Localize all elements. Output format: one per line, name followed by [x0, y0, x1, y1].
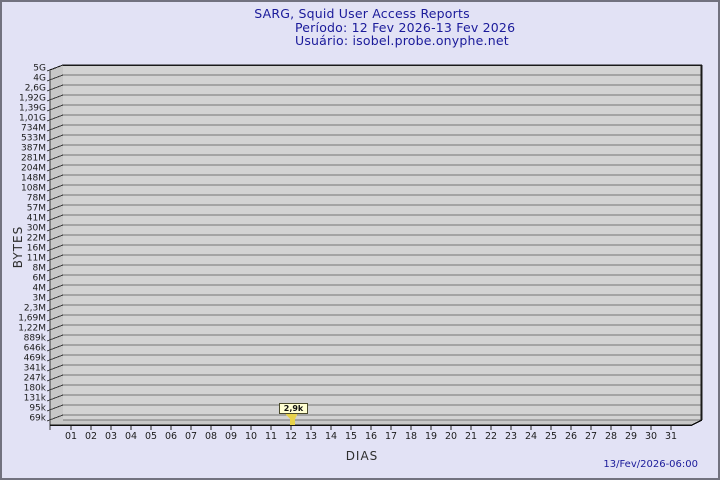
x-axis-tick-label: 09 — [225, 431, 237, 442]
x-axis-tick-label: 11 — [265, 431, 277, 442]
y-axis-tick-label: 8M — [33, 264, 47, 274]
y-axis-tick-label: 889k — [24, 334, 47, 344]
data-point-annotation: 2,9k — [279, 403, 308, 414]
x-axis-tick-label: 05 — [145, 431, 157, 442]
y-axis-tick-label: 1,92G — [19, 94, 46, 104]
x-axis-tick-label: 06 — [165, 431, 177, 442]
x-axis-tick-label: 12 — [285, 431, 297, 442]
x-axis-tick-label: 04 — [125, 431, 137, 442]
chart-subtitle-user: Usuário: isobel.probe.onyphe.net — [295, 33, 509, 48]
x-axis-tick-label: 26 — [565, 431, 577, 442]
x-axis-tick-label: 25 — [545, 431, 557, 442]
y-axis-tick-label: 2,6G — [25, 84, 46, 94]
y-axis-tick-label: 41M — [27, 214, 46, 224]
y-axis-tick-label: 281M — [21, 154, 46, 164]
x-axis-tick-label: 02 — [85, 431, 97, 442]
y-axis-tick-label: 204M — [21, 164, 46, 174]
x-axis-tick-label: 24 — [525, 431, 537, 442]
y-axis-tick-label: 95k — [29, 404, 46, 414]
generation-timestamp: 13/Fev/2026-06:00 — [603, 459, 698, 470]
plot-left-wall — [50, 65, 63, 425]
y-axis-label: BYTES — [11, 225, 25, 269]
plot-floor — [50, 420, 702, 425]
y-axis-tick-label: 1,69M — [18, 314, 46, 324]
y-axis-tick-label: 1,39G — [19, 104, 46, 114]
x-axis-tick-label: 19 — [425, 431, 437, 442]
chart-title: SARG, Squid User Access Reports — [254, 6, 470, 21]
y-axis-tick-label: 387M — [21, 144, 46, 154]
y-axis-tick-label: 646k — [24, 344, 47, 354]
x-axis-label: DIAS — [345, 449, 379, 463]
y-axis-tick-label: 148M — [21, 174, 46, 184]
y-axis-tick-label: 69k — [29, 414, 46, 424]
y-axis-tick-label: 16M — [27, 244, 46, 254]
plot-bottomright-bevel — [691, 419, 703, 426]
y-axis-tick-label: 1,01G — [19, 114, 46, 124]
x-axis-tick-label: 30 — [645, 431, 657, 442]
x-axis-tick-label: 23 — [505, 431, 517, 442]
x-axis-tick-label: 27 — [585, 431, 597, 442]
x-axis-tick-label: 31 — [665, 431, 677, 442]
y-axis-tick-label: 108M — [21, 184, 46, 194]
x-axis-tick-label: 18 — [405, 431, 417, 442]
y-axis-tick-label: 734M — [21, 124, 46, 134]
x-axis-tick-label: 03 — [105, 431, 117, 442]
x-axis-tick-label: 14 — [325, 431, 337, 442]
y-axis-tick-label: 131k — [24, 394, 47, 404]
y-axis-tick-label: 180k — [24, 384, 47, 394]
x-axis-tick-label: 20 — [445, 431, 457, 442]
x-axis-tick-label: 01 — [65, 431, 77, 442]
plot-back-wall — [63, 65, 702, 420]
y-axis-tick-label: 4M — [33, 284, 47, 294]
y-axis-tick-label: 57M — [27, 204, 46, 214]
x-axis-tick-label: 17 — [385, 431, 397, 442]
y-axis-tick-label: 533M — [21, 134, 46, 144]
y-axis-tick-label: 22M — [27, 234, 46, 244]
x-axis-tick-label: 21 — [465, 431, 477, 442]
x-axis-tick-label: 28 — [605, 431, 617, 442]
y-axis-tick-label: 2,3M — [24, 304, 46, 314]
x-axis-tick-label: 10 — [245, 431, 257, 442]
y-axis-tick-label: 11M — [27, 254, 46, 264]
y-axis-tick-label: 30M — [27, 224, 46, 234]
x-axis-tick-label: 22 — [485, 431, 497, 442]
y-axis-tick-label: 6M — [33, 274, 47, 284]
y-axis-tick-label: 78M — [27, 194, 46, 204]
y-axis-tick-label: 469k — [24, 354, 47, 364]
data-point-marker — [284, 413, 298, 425]
x-axis-tick-label: 13 — [305, 431, 317, 442]
y-axis-tick-label: 247k — [24, 374, 47, 384]
y-axis-tick-label: 4G — [33, 74, 46, 84]
y-axis-tick-label: 3M — [33, 294, 47, 304]
y-axis-tick-label: 341k — [24, 364, 47, 374]
x-axis-tick-label: 29 — [625, 431, 637, 442]
x-axis-tick-label: 07 — [185, 431, 197, 442]
x-axis-tick-label: 16 — [365, 431, 377, 442]
plot-topleft-bevel — [49, 64, 64, 71]
x-axis-tick-label: 15 — [345, 431, 357, 442]
chart-subtitle-period: Período: 12 Fev 2026-13 Fev 2026 — [295, 20, 516, 35]
x-axis-tick-label: 08 — [205, 431, 217, 442]
y-axis-tick-label: 1,22M — [18, 324, 46, 334]
y-axis-tick-label: 5G — [33, 64, 46, 74]
